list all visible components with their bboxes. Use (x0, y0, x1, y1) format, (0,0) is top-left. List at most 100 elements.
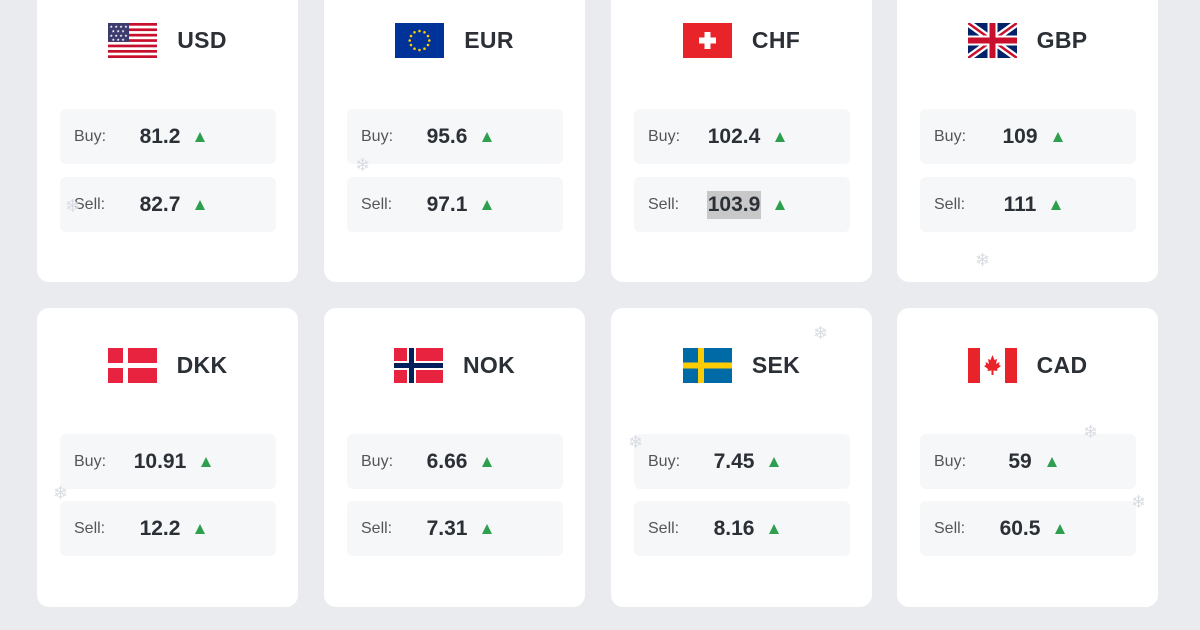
buy-rate-row: Buy: 109 (920, 109, 1136, 164)
sell-rate-row: Sell: 111 (920, 177, 1136, 232)
sell-value[interactable]: 82.7 (139, 192, 181, 216)
currency-header: EUR (324, 23, 585, 58)
ca-flag-icon (967, 348, 1017, 383)
sell-label: Sell: (74, 519, 106, 537)
currency-header: ★ ★ ★ ★ ★ ★ ★ ★ ★ ★ ★ ★ ★ ★ USD (37, 23, 298, 58)
buy-value[interactable]: 95.6 (426, 124, 468, 148)
currency-header: GBP (897, 23, 1158, 58)
buy-rate-row: Buy: 95.6 (347, 109, 563, 164)
sell-rate-row: Sell: 103.9 (634, 177, 850, 232)
currency-card-usd: ★ ★ ★ ★ ★ ★ ★ ★ ★ ★ ★ ★ ★ ★ USD Buy: 81.2 … (37, 0, 298, 282)
buy-label: Buy: (934, 452, 967, 470)
sell-value[interactable]: 111 (1003, 192, 1037, 216)
trend-up-icon (1052, 131, 1063, 142)
sell-value-selected[interactable]: 103.9 (706, 190, 762, 219)
buy-value[interactable]: 6.66 (426, 449, 468, 473)
trend-up-icon (1051, 199, 1062, 210)
snowflake-icon: ❄ (1083, 422, 1099, 442)
sell-label: Sell: (934, 195, 966, 213)
currency-card-gbp: GBP Buy: 109 Sell: 111 (897, 0, 1158, 282)
currency-code: SEK (751, 352, 801, 378)
sell-rate-row: Sell: 12.2 (60, 501, 276, 556)
currency-card-chf: CHF Buy: 102.4 Sell: 103.9 (611, 0, 872, 282)
currency-header: NOK (324, 348, 585, 383)
currency-card-dkk: DKK Buy: 10.91 Sell: 12.2 (37, 308, 298, 607)
buy-rate-row: Buy: 81.2 (60, 109, 276, 164)
snowflake-icon: ❄ (65, 196, 81, 216)
svg-text:★ ★ ★: ★ ★ ★ (112, 29, 126, 34)
currency-code: GBP (1036, 27, 1088, 53)
trend-up-icon (201, 456, 212, 467)
trend-up-icon (482, 199, 493, 210)
trend-up-icon (775, 199, 786, 210)
currency-code: USD (177, 27, 227, 53)
buy-rate-row: Buy: 7.45 (634, 434, 850, 489)
sell-rate-row: Sell: 82.7 (60, 177, 276, 232)
sell-value[interactable]: 12.2 (139, 516, 181, 540)
buy-value[interactable]: 10.91 (133, 449, 187, 473)
currency-card-nok: NOK Buy: 6.66 Sell: 7.31 (324, 308, 585, 607)
svg-text:★ ★ ★ ★: ★ ★ ★ ★ (110, 24, 129, 29)
currency-code: CHF (751, 27, 801, 53)
sell-value[interactable]: 60.5 (999, 516, 1041, 540)
buy-rate-row: Buy: 6.66 (347, 434, 563, 489)
sell-rate-row: Sell: 7.31 (347, 501, 563, 556)
snowflake-icon: ❄ (355, 155, 371, 175)
sell-value[interactable]: 97.1 (426, 192, 468, 216)
sell-label: Sell: (648, 195, 680, 213)
dk-flag-icon (107, 348, 157, 383)
snowflake-icon: ❄ (628, 432, 644, 452)
buy-label: Buy: (934, 127, 967, 145)
trend-up-icon (1055, 523, 1066, 534)
ch-flag-icon (682, 23, 732, 58)
trend-up-icon (775, 131, 786, 142)
buy-value[interactable]: 59 (1008, 449, 1032, 473)
currency-code: NOK (462, 352, 515, 378)
sell-label: Sell: (361, 519, 393, 537)
sell-value[interactable]: 8.16 (713, 516, 755, 540)
trend-up-icon (482, 523, 493, 534)
svg-text:★ ★ ★ ★: ★ ★ ★ ★ (110, 33, 129, 38)
currency-card-sek: SEK Buy: 7.45 Sell: 8.16 (611, 308, 872, 607)
trend-up-icon (769, 523, 780, 534)
trend-up-icon (769, 456, 780, 467)
buy-rate-row: Buy: 10.91 (60, 434, 276, 489)
snowflake-icon: ❄ (53, 483, 69, 503)
currency-header: CAD (897, 348, 1158, 383)
buy-label: Buy: (648, 452, 681, 470)
snowflake-icon: ❄ (975, 250, 991, 270)
currency-code: EUR (464, 27, 514, 53)
sell-value[interactable]: 7.31 (426, 516, 468, 540)
se-flag-icon (682, 348, 732, 383)
sell-rate-row: Sell: 97.1 (347, 177, 563, 232)
gb-flag-icon (967, 23, 1017, 58)
currency-header: SEK (611, 348, 872, 383)
buy-value[interactable]: 81.2 (139, 124, 181, 148)
currency-header: DKK (37, 348, 298, 383)
sell-label: Sell: (934, 519, 966, 537)
snowflake-icon: ❄ (813, 323, 829, 343)
buy-rate-row: Buy: 59 (920, 434, 1136, 489)
buy-label: Buy: (74, 452, 107, 470)
currency-card-eur: EUR Buy: 95.6 Sell: 97.1 (324, 0, 585, 282)
buy-label: Buy: (361, 452, 394, 470)
buy-value[interactable]: 102.4 (707, 124, 761, 148)
trend-up-icon (195, 523, 206, 534)
currency-header: CHF (611, 23, 872, 58)
buy-rate-row: Buy: 102.4 (634, 109, 850, 164)
buy-value[interactable]: 109 (1002, 124, 1038, 148)
sell-label: Sell: (74, 195, 106, 213)
trend-up-icon (482, 456, 493, 467)
sell-rate-row: Sell: 8.16 (634, 501, 850, 556)
buy-label: Buy: (361, 127, 394, 145)
trend-up-icon (1046, 456, 1057, 467)
sell-label: Sell: (648, 519, 680, 537)
currency-code: CAD (1036, 352, 1088, 378)
sell-rate-row: Sell: 60.5 (920, 501, 1136, 556)
us-flag-icon: ★ ★ ★ ★★ ★ ★ ★ ★ ★ ★★ ★ ★ (108, 23, 158, 58)
buy-value[interactable]: 7.45 (713, 449, 755, 473)
eu-flag-icon (395, 23, 445, 58)
trend-up-icon (482, 131, 493, 142)
buy-label: Buy: (74, 127, 107, 145)
